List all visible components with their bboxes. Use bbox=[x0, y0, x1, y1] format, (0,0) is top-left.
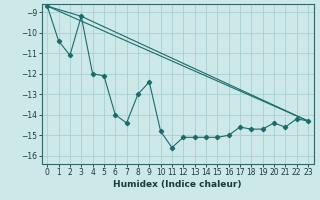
X-axis label: Humidex (Indice chaleur): Humidex (Indice chaleur) bbox=[113, 180, 242, 189]
